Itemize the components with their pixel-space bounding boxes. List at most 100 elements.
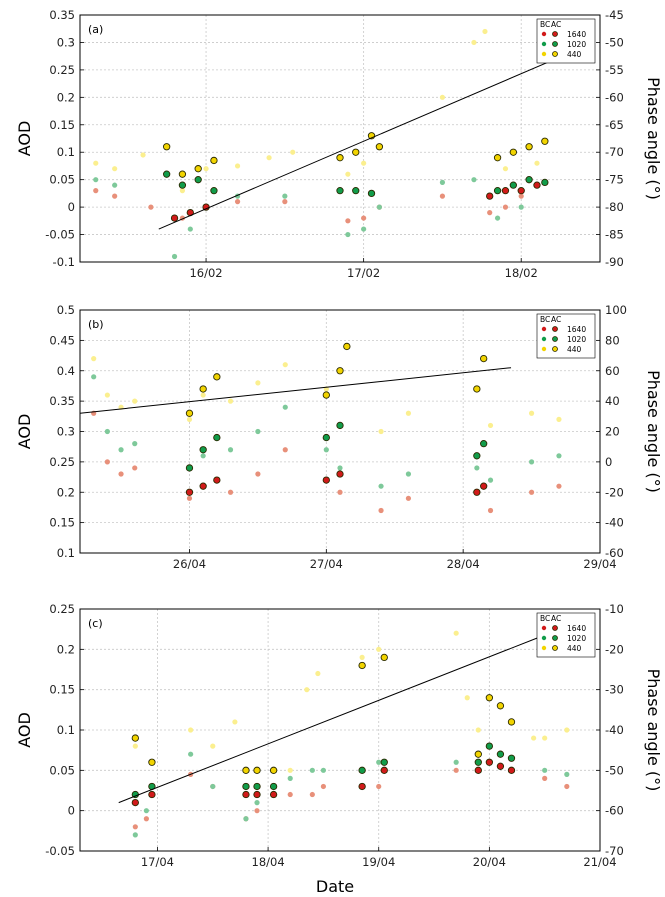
data-point [439, 193, 446, 199]
series-ac-440 [185, 342, 488, 417]
data-point [496, 762, 505, 770]
data-point [376, 204, 382, 210]
data-layer [93, 28, 569, 260]
data-point [531, 735, 537, 741]
legend-marker-ac [552, 326, 558, 332]
data-point [203, 166, 209, 172]
data-point [234, 163, 241, 169]
y2-tick-label: -20 [605, 642, 624, 656]
data-point [556, 453, 562, 459]
data-point [91, 374, 97, 380]
y-tick-label: 0.2 [57, 485, 75, 499]
data-point [336, 421, 344, 430]
legend-marker-ac [552, 645, 558, 651]
data-point [525, 176, 533, 184]
data-point [556, 483, 562, 489]
data-point [91, 356, 97, 362]
data-point [375, 143, 384, 151]
x-tick-label: 21/04 [583, 855, 616, 869]
legend-marker-ac [552, 41, 558, 47]
y-tick-label: 0.15 [49, 118, 75, 132]
y-tick-label: 0 [68, 804, 75, 818]
data-point [485, 758, 494, 766]
y-tick-label: -0.05 [45, 228, 75, 242]
data-point [534, 160, 540, 166]
y2-tick-label: 20 [605, 425, 620, 439]
data-point [178, 170, 187, 178]
legend-entry-label: 1020 [567, 335, 586, 344]
data-point [480, 439, 488, 448]
data-point [131, 798, 139, 807]
data-point [282, 362, 288, 368]
data-point [518, 193, 524, 199]
data-point [358, 661, 366, 670]
series-bc-1640 [93, 188, 524, 224]
data-point [132, 441, 138, 447]
y2-tick-label: -75 [605, 173, 624, 187]
data-point [352, 186, 360, 195]
data-point [188, 727, 194, 733]
data-point [474, 465, 480, 471]
data-point [517, 186, 525, 195]
y2-tick-label: -60 [605, 90, 624, 104]
data-point [518, 204, 524, 210]
legend-marker-ac [552, 51, 558, 57]
x-tick-label: 17/04 [141, 855, 174, 869]
data-point [242, 790, 250, 799]
series-ac-440 [163, 132, 549, 178]
legend-box [536, 612, 596, 658]
y-tick-label: 0.3 [57, 425, 75, 439]
data-point [337, 465, 343, 471]
data-point [352, 148, 360, 156]
data-point [200, 392, 206, 398]
data-point [405, 410, 412, 416]
data-point [473, 488, 481, 496]
series-ac-1640 [131, 758, 516, 807]
series-ac-1020 [131, 742, 516, 799]
legend-header-bc: BC [540, 20, 550, 29]
legend-marker-bc [541, 41, 547, 47]
x-tick-label: 26/04 [173, 557, 206, 571]
data-point [234, 199, 241, 205]
data-point [178, 181, 187, 189]
y2-tick-label: 80 [605, 333, 620, 347]
legend-marker-ac [552, 346, 558, 352]
data-point [163, 170, 171, 178]
legend-marker-ac [552, 31, 558, 37]
series-bc-1020 [93, 177, 540, 260]
data-point [336, 367, 344, 375]
data-point [367, 189, 376, 198]
y-tick-label: 0.05 [49, 763, 75, 777]
panel-2: 0.1 0.15 0.2 0.25 0.3 0.35 0.4 0.45 0.5 -60 -40 -20… [15, 303, 663, 571]
data-point [502, 204, 509, 210]
data-layer [80, 342, 562, 514]
data-point [227, 489, 234, 495]
y2-tick-label: -50 [605, 763, 624, 777]
data-point [269, 790, 278, 799]
data-point [255, 471, 261, 477]
data-point [163, 143, 171, 151]
data-point [564, 771, 570, 777]
legend-entry-label: 1640 [567, 624, 586, 633]
y2-tick-label: 60 [605, 364, 620, 378]
data-point [287, 791, 293, 798]
data-point [471, 177, 477, 183]
series-ac-1640 [170, 181, 541, 222]
y-tick-label: 0.25 [49, 602, 75, 616]
y-tick-label: 0.4 [57, 364, 75, 378]
data-point [132, 832, 138, 838]
data-point [227, 398, 234, 404]
y-tick-label: -0.1 [53, 255, 75, 269]
y2-tick-label: -60 [605, 804, 624, 818]
data-point [93, 188, 99, 194]
data-point [210, 186, 218, 195]
y-axis-label: AOD [15, 414, 34, 450]
data-point [528, 459, 535, 465]
data-point [564, 727, 570, 733]
y2-tick-label: -70 [605, 145, 624, 159]
x-axis-label: Date [316, 877, 354, 896]
panel-label: (a) [88, 23, 103, 36]
data-point [509, 148, 517, 156]
